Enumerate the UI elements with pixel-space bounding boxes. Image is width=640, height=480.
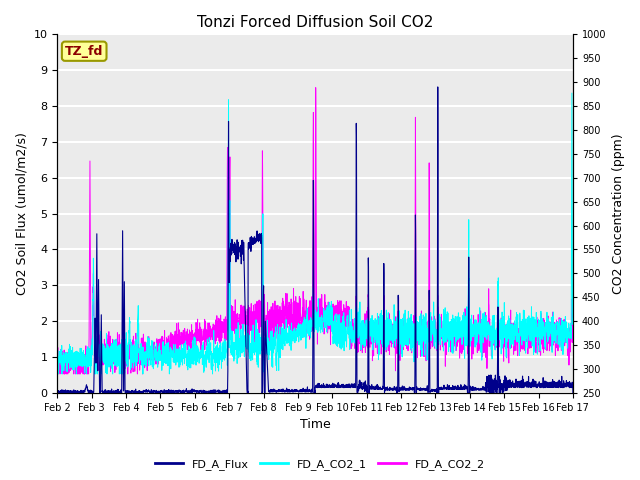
Y-axis label: CO2 Soil Flux (umol/m2/s): CO2 Soil Flux (umol/m2/s) — [15, 132, 28, 295]
Legend: FD_A_Flux, FD_A_CO2_1, FD_A_CO2_2: FD_A_Flux, FD_A_CO2_1, FD_A_CO2_2 — [151, 455, 489, 474]
Text: TZ_fd: TZ_fd — [65, 45, 104, 58]
Title: Tonzi Forced Diffusion Soil CO2: Tonzi Forced Diffusion Soil CO2 — [197, 15, 433, 30]
X-axis label: Time: Time — [300, 419, 330, 432]
Y-axis label: CO2 Concentration (ppm): CO2 Concentration (ppm) — [612, 133, 625, 294]
